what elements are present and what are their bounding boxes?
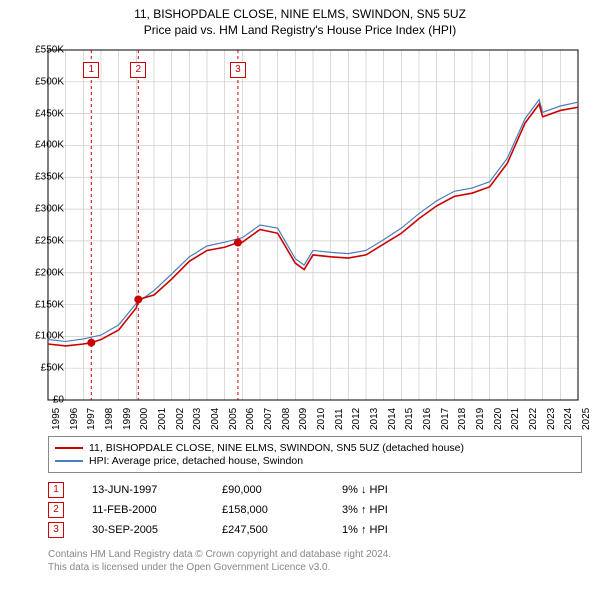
x-tick-label: 2014 [387, 408, 398, 430]
x-tick-label: 2015 [404, 408, 415, 430]
transaction-row: 2 11-FEB-2000 £158,000 3% ↑ HPI [48, 500, 442, 520]
footer: Contains HM Land Registry data © Crown c… [48, 548, 391, 574]
x-tick-label: 2004 [210, 408, 221, 430]
transaction-marker-box: 2 [130, 62, 146, 78]
y-tick-label: £350K [8, 172, 64, 183]
x-tick-label: 2008 [281, 408, 292, 430]
x-tick-label: 2003 [192, 408, 203, 430]
transaction-rel-hpi: 1% ↑ HPI [342, 524, 442, 536]
legend-swatch-0 [55, 447, 83, 449]
x-tick-label: 2006 [245, 408, 256, 430]
transaction-marker-box: 3 [230, 62, 246, 78]
y-tick-label: £50K [8, 363, 64, 374]
x-tick-label: 2018 [457, 408, 468, 430]
x-tick-label: 2002 [175, 408, 186, 430]
transaction-price: £90,000 [222, 484, 342, 496]
y-tick-label: £0 [8, 395, 64, 406]
y-tick-label: £550K [8, 45, 64, 56]
x-tick-label: 2020 [493, 408, 504, 430]
transaction-price: £247,500 [222, 524, 342, 536]
x-tick-label: 1999 [122, 408, 133, 430]
transaction-rel-hpi: 3% ↑ HPI [342, 504, 442, 516]
transaction-table: 1 13-JUN-1997 £90,000 9% ↓ HPI2 11-FEB-2… [48, 480, 442, 540]
transaction-date: 30-SEP-2005 [92, 524, 222, 536]
legend-label-1: HPI: Average price, detached house, Swin… [89, 455, 303, 467]
legend: 11, BISHOPDALE CLOSE, NINE ELMS, SWINDON… [48, 436, 582, 473]
y-tick-label: £250K [8, 235, 64, 246]
transaction-marker-box: 1 [83, 62, 99, 78]
footer-line2: This data is licensed under the Open Gov… [48, 561, 391, 574]
transaction-date: 11-FEB-2000 [92, 504, 222, 516]
footer-line1: Contains HM Land Registry data © Crown c… [48, 548, 391, 561]
transaction-row: 3 30-SEP-2005 £247,500 1% ↑ HPI [48, 520, 442, 540]
x-tick-label: 1997 [86, 408, 97, 430]
x-tick-label: 2025 [581, 408, 592, 430]
legend-swatch-1 [55, 460, 83, 462]
transaction-price: £158,000 [222, 504, 342, 516]
x-tick-label: 2005 [228, 408, 239, 430]
x-tick-label: 2000 [139, 408, 150, 430]
x-tick-label: 2023 [546, 408, 557, 430]
x-tick-label: 2016 [422, 408, 433, 430]
y-tick-label: £150K [8, 299, 64, 310]
y-tick-label: £200K [8, 267, 64, 278]
x-tick-label: 2021 [510, 408, 521, 430]
y-tick-label: £400K [8, 140, 64, 151]
y-tick-label: £100K [8, 331, 64, 342]
x-tick-label: 1998 [104, 408, 115, 430]
x-tick-label: 2007 [263, 408, 274, 430]
transaction-date: 13-JUN-1997 [92, 484, 222, 496]
x-tick-label: 2011 [334, 408, 345, 430]
transaction-number-box: 2 [48, 502, 64, 518]
y-tick-label: £300K [8, 204, 64, 215]
x-tick-label: 2012 [351, 408, 362, 430]
x-tick-label: 2010 [316, 408, 327, 430]
x-tick-label: 1996 [69, 408, 80, 430]
transaction-number-box: 3 [48, 522, 64, 538]
x-tick-label: 2013 [369, 408, 380, 430]
transaction-row: 1 13-JUN-1997 £90,000 9% ↓ HPI [48, 480, 442, 500]
x-tick-label: 2022 [528, 408, 539, 430]
x-tick-label: 2017 [440, 408, 451, 430]
legend-label-0: 11, BISHOPDALE CLOSE, NINE ELMS, SWINDON… [89, 442, 464, 454]
x-tick-label: 2001 [157, 408, 168, 430]
transaction-number-box: 1 [48, 482, 64, 498]
y-tick-label: £450K [8, 108, 64, 119]
x-tick-label: 2019 [475, 408, 486, 430]
x-tick-label: 2009 [298, 408, 309, 430]
transaction-rel-hpi: 9% ↓ HPI [342, 484, 442, 496]
y-tick-label: £500K [8, 76, 64, 87]
x-tick-label: 2024 [563, 408, 574, 430]
x-tick-label: 1995 [51, 408, 62, 430]
